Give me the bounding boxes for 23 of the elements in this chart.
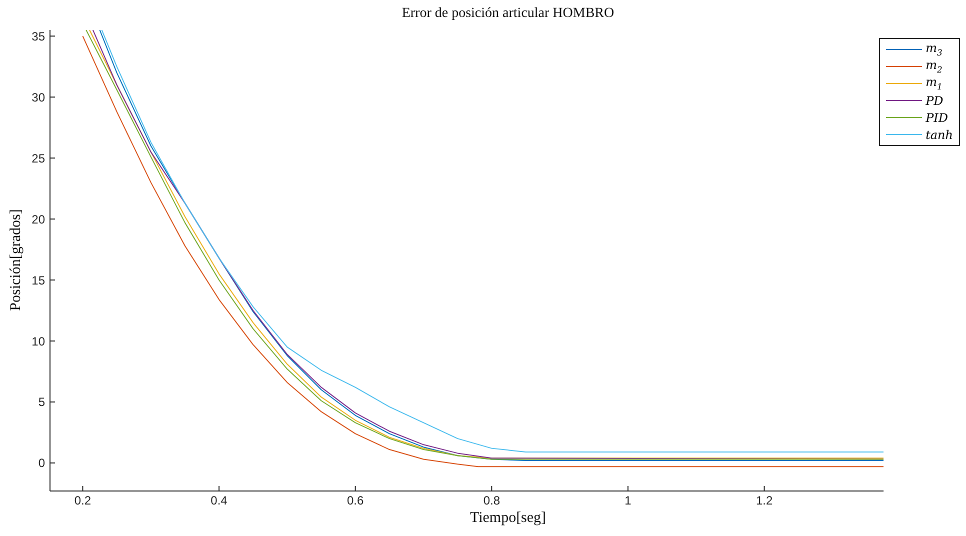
x-tick-label: 0.4 (210, 494, 228, 508)
y-tick-label: 0 (38, 456, 46, 470)
x-axis-title: Tiempo[seg] (470, 510, 546, 526)
legend-label: tanh (926, 128, 953, 142)
y-tick-label: 15 (32, 273, 46, 288)
legend-label: PID (926, 110, 948, 124)
x-tick-label: 1 (624, 494, 632, 508)
y-tick-label: 30 (32, 90, 46, 104)
legend-label: m$_{3}$ (926, 41, 942, 58)
x-tick-label: 0.2 (74, 494, 92, 508)
x-tick-label: 0.8 (483, 494, 500, 508)
y-tick-label: 5 (38, 395, 46, 410)
x-tick-label: 1.2 (756, 494, 773, 508)
y-tick-label: 20 (32, 212, 46, 226)
y-axis-title: Posición[grados] (8, 209, 24, 311)
y-tick-label: 25 (32, 151, 46, 166)
x-tick-label: 0.6 (347, 494, 364, 508)
legend-label: PD (926, 94, 944, 108)
legend-label: m$_{1}$ (926, 75, 942, 92)
y-tick-label: 35 (32, 29, 46, 44)
legend-label: m$_{2}$ (926, 58, 942, 75)
y-tick-label: 10 (32, 334, 46, 348)
chart-title: Error de posición articular HOMBRO (402, 6, 614, 21)
